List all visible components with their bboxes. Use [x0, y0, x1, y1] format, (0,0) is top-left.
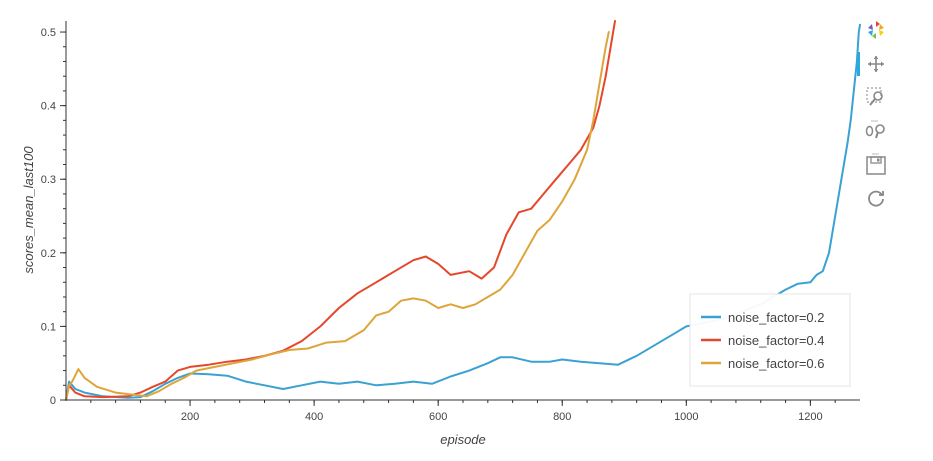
series-line-3: [65, 31, 610, 401]
bokeh-logo[interactable]: [860, 18, 892, 42]
y-tick-label: 0: [50, 395, 56, 407]
legend-label: noise_factor=0.4: [728, 333, 824, 348]
series-layer: [65, 20, 861, 401]
x-tick-label: 800: [553, 411, 571, 423]
x-tick-label: 1200: [798, 411, 822, 423]
pan-tool[interactable]: [857, 52, 892, 76]
x-tick-label: 600: [429, 411, 447, 423]
legend-label: noise_factor=0.2: [728, 310, 824, 325]
y-tick-label: 0.5: [41, 27, 56, 39]
y-tick-label: 0.2: [41, 248, 56, 260]
bokeh-logo-icon: [868, 21, 884, 39]
reset-icon: [868, 190, 884, 207]
active-tool-indicator: [857, 52, 860, 76]
box-zoom-icon: [866, 87, 883, 106]
series-line-1: [65, 23, 861, 401]
wheel-zoom-tool[interactable]: [860, 117, 892, 141]
reset-tool[interactable]: [860, 186, 892, 210]
x-tick-label: 1000: [674, 411, 698, 423]
y-tick-label: 0.1: [41, 321, 56, 333]
box-zoom-tool[interactable]: [860, 85, 892, 109]
y-tick-label: 0.3: [41, 174, 56, 186]
x-axis-title: episode: [440, 432, 486, 447]
x-tick-label: 200: [181, 411, 199, 423]
save-icon: [866, 153, 886, 175]
wheel-zoom-icon: [865, 120, 885, 139]
save-tool[interactable]: [860, 152, 892, 176]
y-tick-label: 0.4: [41, 101, 56, 113]
y-axis-title: scores_mean_last100: [21, 146, 36, 274]
axes-layer: 200 400 600 800 1000 1200 0 0.1 0.2 0.3 0.4 0.5: [41, 21, 860, 423]
pan-icon: [868, 56, 884, 72]
legend[interactable]: noise_factor=0.2 noise_factor=0.4 noise_fa…: [689, 293, 851, 387]
x-tick-label: 400: [305, 411, 323, 423]
legend-label: noise_factor=0.6: [728, 356, 824, 371]
series-line-2: [65, 20, 616, 401]
